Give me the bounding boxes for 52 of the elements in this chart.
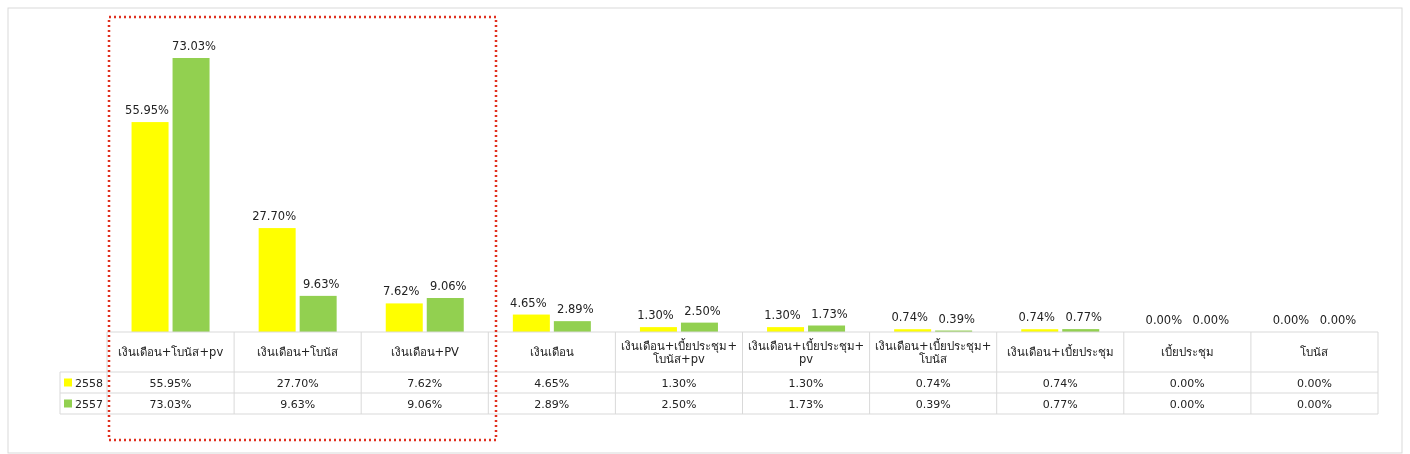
text: 2.89% xyxy=(557,302,594,317)
text: 0.00% xyxy=(1319,313,1357,327)
text: 0.39% xyxy=(938,311,975,326)
data-label: 2.89% xyxy=(534,397,570,411)
data-label: 0.00% xyxy=(1296,397,1332,411)
text: 9.63% xyxy=(302,276,340,291)
text: 0.00% xyxy=(1272,313,1310,327)
x-tick-label: เบี้ยประชุม xyxy=(1160,344,1214,359)
text: 0.00% xyxy=(1192,313,1230,327)
data-label: 1.73% xyxy=(788,397,824,411)
data-label: 27.70% xyxy=(276,376,319,390)
text: 9.06% xyxy=(429,279,467,294)
data-label: 4.65% xyxy=(534,376,570,390)
x-tick-label: เงินเดือน xyxy=(529,345,574,359)
x-tick-label: โบนัส xyxy=(1300,345,1329,359)
x-tick-label: เงินเดือน+โบนัส xyxy=(256,345,339,359)
data-label: 1.30% xyxy=(661,376,697,390)
data-label: 7.62% xyxy=(407,376,443,390)
data-label: 1.30% xyxy=(788,376,824,390)
text: 1.30% xyxy=(637,308,674,323)
x-tick-label: เงินเดือน+โบนัส+pv xyxy=(117,345,224,359)
x-tick-label: เงินเดือน+PV xyxy=(390,345,460,359)
text: 1.30% xyxy=(764,308,801,323)
x-tick-label: เงินเดือน+เบี้ยประชุม+โบนัส+pv xyxy=(620,337,738,366)
legend-label: 2557 xyxy=(75,397,103,411)
text: 55.95% xyxy=(125,103,169,118)
x-tick-label: เงินเดือน+เบี้ยประชุม xyxy=(1006,344,1114,359)
text: 7.62% xyxy=(382,284,420,299)
data-label: 0.00% xyxy=(1169,397,1205,411)
data-label: 9.06% xyxy=(407,397,443,411)
data-label: 2.50% xyxy=(661,397,697,411)
text: 27.70% xyxy=(252,209,297,224)
text: 0.77% xyxy=(1065,310,1103,325)
text: 0.74% xyxy=(1018,310,1056,325)
data-label: 0.00% xyxy=(1296,376,1332,390)
x-tick-label: เงินเดือน+เบี้ยประชุม+pv xyxy=(747,337,865,366)
data-label: 0.77% xyxy=(1042,397,1078,411)
data-label: 55.95% xyxy=(149,376,192,390)
data-label: 9.63% xyxy=(280,397,316,411)
text: 4.65% xyxy=(510,295,547,310)
legend-label: 2558 xyxy=(75,376,103,390)
text: 2.50% xyxy=(684,303,721,318)
data-label: 0.39% xyxy=(915,397,951,411)
x-tick-label: เงินเดือน+เบี้ยประชุม+โบนัส xyxy=(875,337,992,366)
text: 0.74% xyxy=(891,310,928,325)
data-label: 0.00% xyxy=(1169,376,1205,390)
data-label: 0.74% xyxy=(1042,376,1078,390)
text: 1.73% xyxy=(811,306,848,321)
data-label: 0.74% xyxy=(915,376,951,390)
text: 73.03% xyxy=(172,39,216,53)
text: 0.00% xyxy=(1145,313,1183,327)
data-label: 73.03% xyxy=(149,397,192,411)
